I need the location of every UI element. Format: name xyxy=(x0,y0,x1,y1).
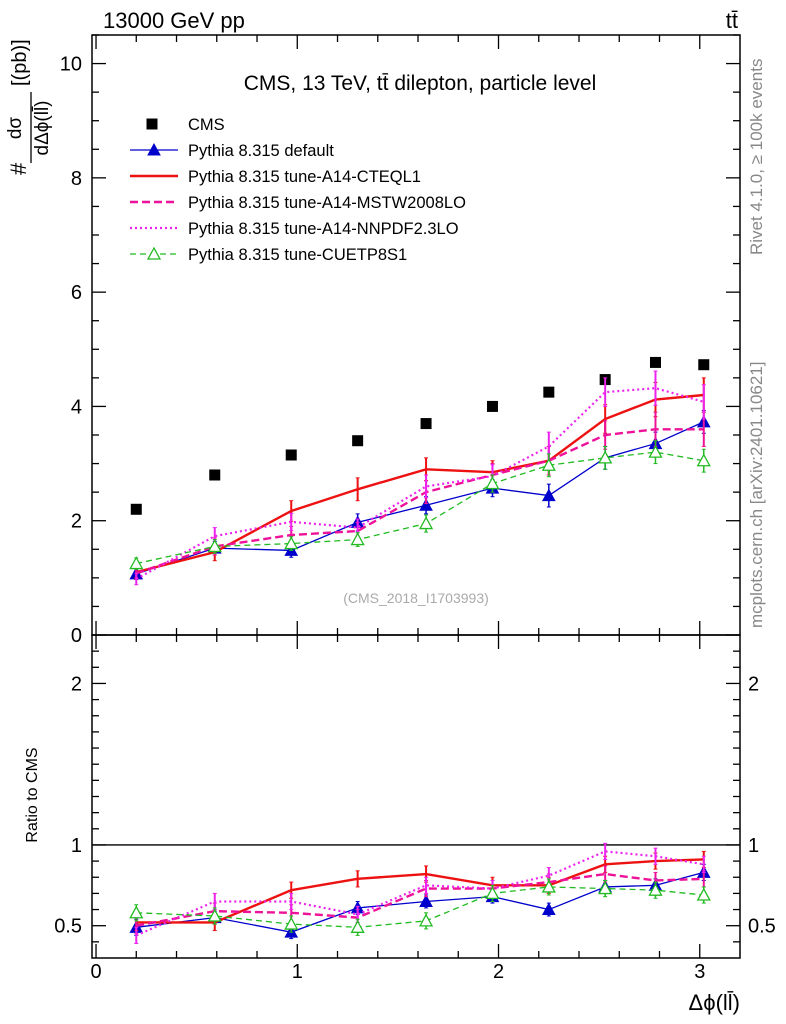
data-point xyxy=(696,887,711,901)
data-point xyxy=(541,902,556,916)
data-point xyxy=(352,435,364,447)
x-axis-label: Δϕ(ll̄) xyxy=(689,990,740,1015)
series-line xyxy=(136,451,704,565)
series-line xyxy=(136,871,704,933)
rivet-label: Rivet 4.1.0, ≥ 100k events xyxy=(747,59,766,255)
main-y-tick-label: 6 xyxy=(71,282,82,304)
legend-item-default: Pythia 8.315 default xyxy=(130,142,334,160)
data-point xyxy=(207,908,222,922)
series-line xyxy=(136,421,705,575)
data-point xyxy=(285,449,297,461)
data-point xyxy=(350,919,365,933)
legend-item-cms: CMS xyxy=(146,116,225,134)
data-point xyxy=(350,532,365,546)
data-point xyxy=(419,894,433,907)
ratio-series-mstw xyxy=(134,865,706,935)
ylabel-frac-den: dΔϕ(ll̄) xyxy=(32,101,53,156)
data-point xyxy=(419,498,433,511)
legend-marker xyxy=(146,246,162,260)
data-point xyxy=(541,457,556,471)
series-line xyxy=(136,858,704,924)
data-point xyxy=(649,356,661,368)
data-point xyxy=(284,916,299,930)
x-tick-label: 1 xyxy=(292,961,303,983)
series-line xyxy=(135,387,705,580)
x-tick-label: 0 xyxy=(90,961,101,983)
x-tick-label: 3 xyxy=(694,961,705,983)
ratio-series-nnpdf xyxy=(134,842,706,944)
ratio-series-cuetp xyxy=(129,878,711,936)
legend-item-mstw: Pythia 8.315 tune-A14-MSTW2008LO xyxy=(130,194,466,212)
ylabel-hash: # xyxy=(6,162,31,175)
main-y-tick-label: 10 xyxy=(60,54,82,76)
chart-title: CMS, 13 TeV, tt̄ dilepton, particle leve… xyxy=(244,72,597,95)
x-tick-label: 2 xyxy=(493,961,504,983)
main-series-default xyxy=(129,409,711,581)
mcplots-label: mcplots.cern.ch [arXiv:2401.10621] xyxy=(747,362,766,628)
ratio-y-tick-label: 2 xyxy=(71,673,82,695)
data-point xyxy=(485,886,500,900)
data-point xyxy=(696,453,711,467)
ylabel-frac-num: dσ xyxy=(5,117,26,140)
data-point xyxy=(648,882,663,896)
process-label: tt̄ xyxy=(726,8,738,33)
series-line xyxy=(136,886,704,928)
series-layer xyxy=(129,356,711,944)
main-y-tick-label: 2 xyxy=(71,511,82,533)
axes-layer: 0 1 2 3 0 2 4 6 8 10 0.5 0.5 1 1 2 2 xyxy=(54,34,776,983)
legend-label: Pythia 8.315 tune-A14-NNPDF2.3LO xyxy=(188,220,459,238)
data-point xyxy=(541,879,556,893)
legend: CMS Pythia 8.315 default Pythia 8.315 tune… xyxy=(130,116,466,264)
main-y-tick-label: 4 xyxy=(71,396,82,418)
legend-label: Pythia 8.315 tune-A14-MSTW2008LO xyxy=(188,194,466,212)
series-line xyxy=(136,872,704,927)
ylabel-unit: [(pb)] xyxy=(9,39,31,86)
data-point xyxy=(207,539,222,553)
data-point xyxy=(129,556,144,570)
legend-item-nnpdf: Pythia 8.315 tune-A14-NNPDF2.3LO xyxy=(130,220,459,238)
ratio-y-tick-label: 0.5 xyxy=(54,916,82,938)
legend-item-cteql1: Pythia 8.315 tune-A14-CTEQL1 xyxy=(130,168,421,186)
legend-marker xyxy=(146,118,158,130)
data-point xyxy=(598,881,613,895)
legend-label: Pythia 8.315 tune-CUETP8S1 xyxy=(188,246,407,264)
data-point xyxy=(698,359,710,371)
main-series-mstw xyxy=(134,411,706,580)
legend-marker xyxy=(147,142,161,156)
data-point xyxy=(486,400,498,412)
main-y-tick-label: 0 xyxy=(71,625,82,647)
ratio-ylabel: Ratio to CMS xyxy=(24,747,41,842)
data-point xyxy=(485,476,500,490)
main-series-cuetp xyxy=(129,440,711,570)
energy-label: 13000 GeV pp xyxy=(103,8,245,33)
legend-item-cuetp: Pythia 8.315 tune-CUETP8S1 xyxy=(130,246,407,264)
data-point xyxy=(418,516,434,530)
data-point xyxy=(129,905,144,919)
data-point xyxy=(209,469,221,481)
data-point xyxy=(420,418,432,430)
data-point xyxy=(648,444,663,458)
ratio-y-tick-label-right: 0.5 xyxy=(748,916,776,938)
data-point xyxy=(130,503,142,515)
main-y-tick-label: 8 xyxy=(71,168,82,190)
ratio-y-tick-label: 1 xyxy=(71,835,82,857)
ratio-y-tick-label-right: 1 xyxy=(748,835,759,857)
series-line xyxy=(135,428,704,575)
analysis-watermark: (CMS_2018_I1703993) xyxy=(343,590,489,606)
legend-label: Pythia 8.315 default xyxy=(188,142,334,160)
data-point xyxy=(541,488,556,502)
data-point xyxy=(543,386,555,398)
data-point xyxy=(284,536,299,550)
legend-label: CMS xyxy=(188,116,225,134)
main-ylabel: # dσ dΔϕ(ll̄) [(pb)] xyxy=(5,39,53,175)
legend-label: Pythia 8.315 tune-A14-CTEQL1 xyxy=(188,168,421,186)
series-line xyxy=(135,393,704,574)
ratio-y-tick-label-right: 2 xyxy=(748,673,759,695)
data-point xyxy=(598,450,613,464)
ratio-plot-frame xyxy=(91,634,741,959)
data-point xyxy=(418,913,434,927)
